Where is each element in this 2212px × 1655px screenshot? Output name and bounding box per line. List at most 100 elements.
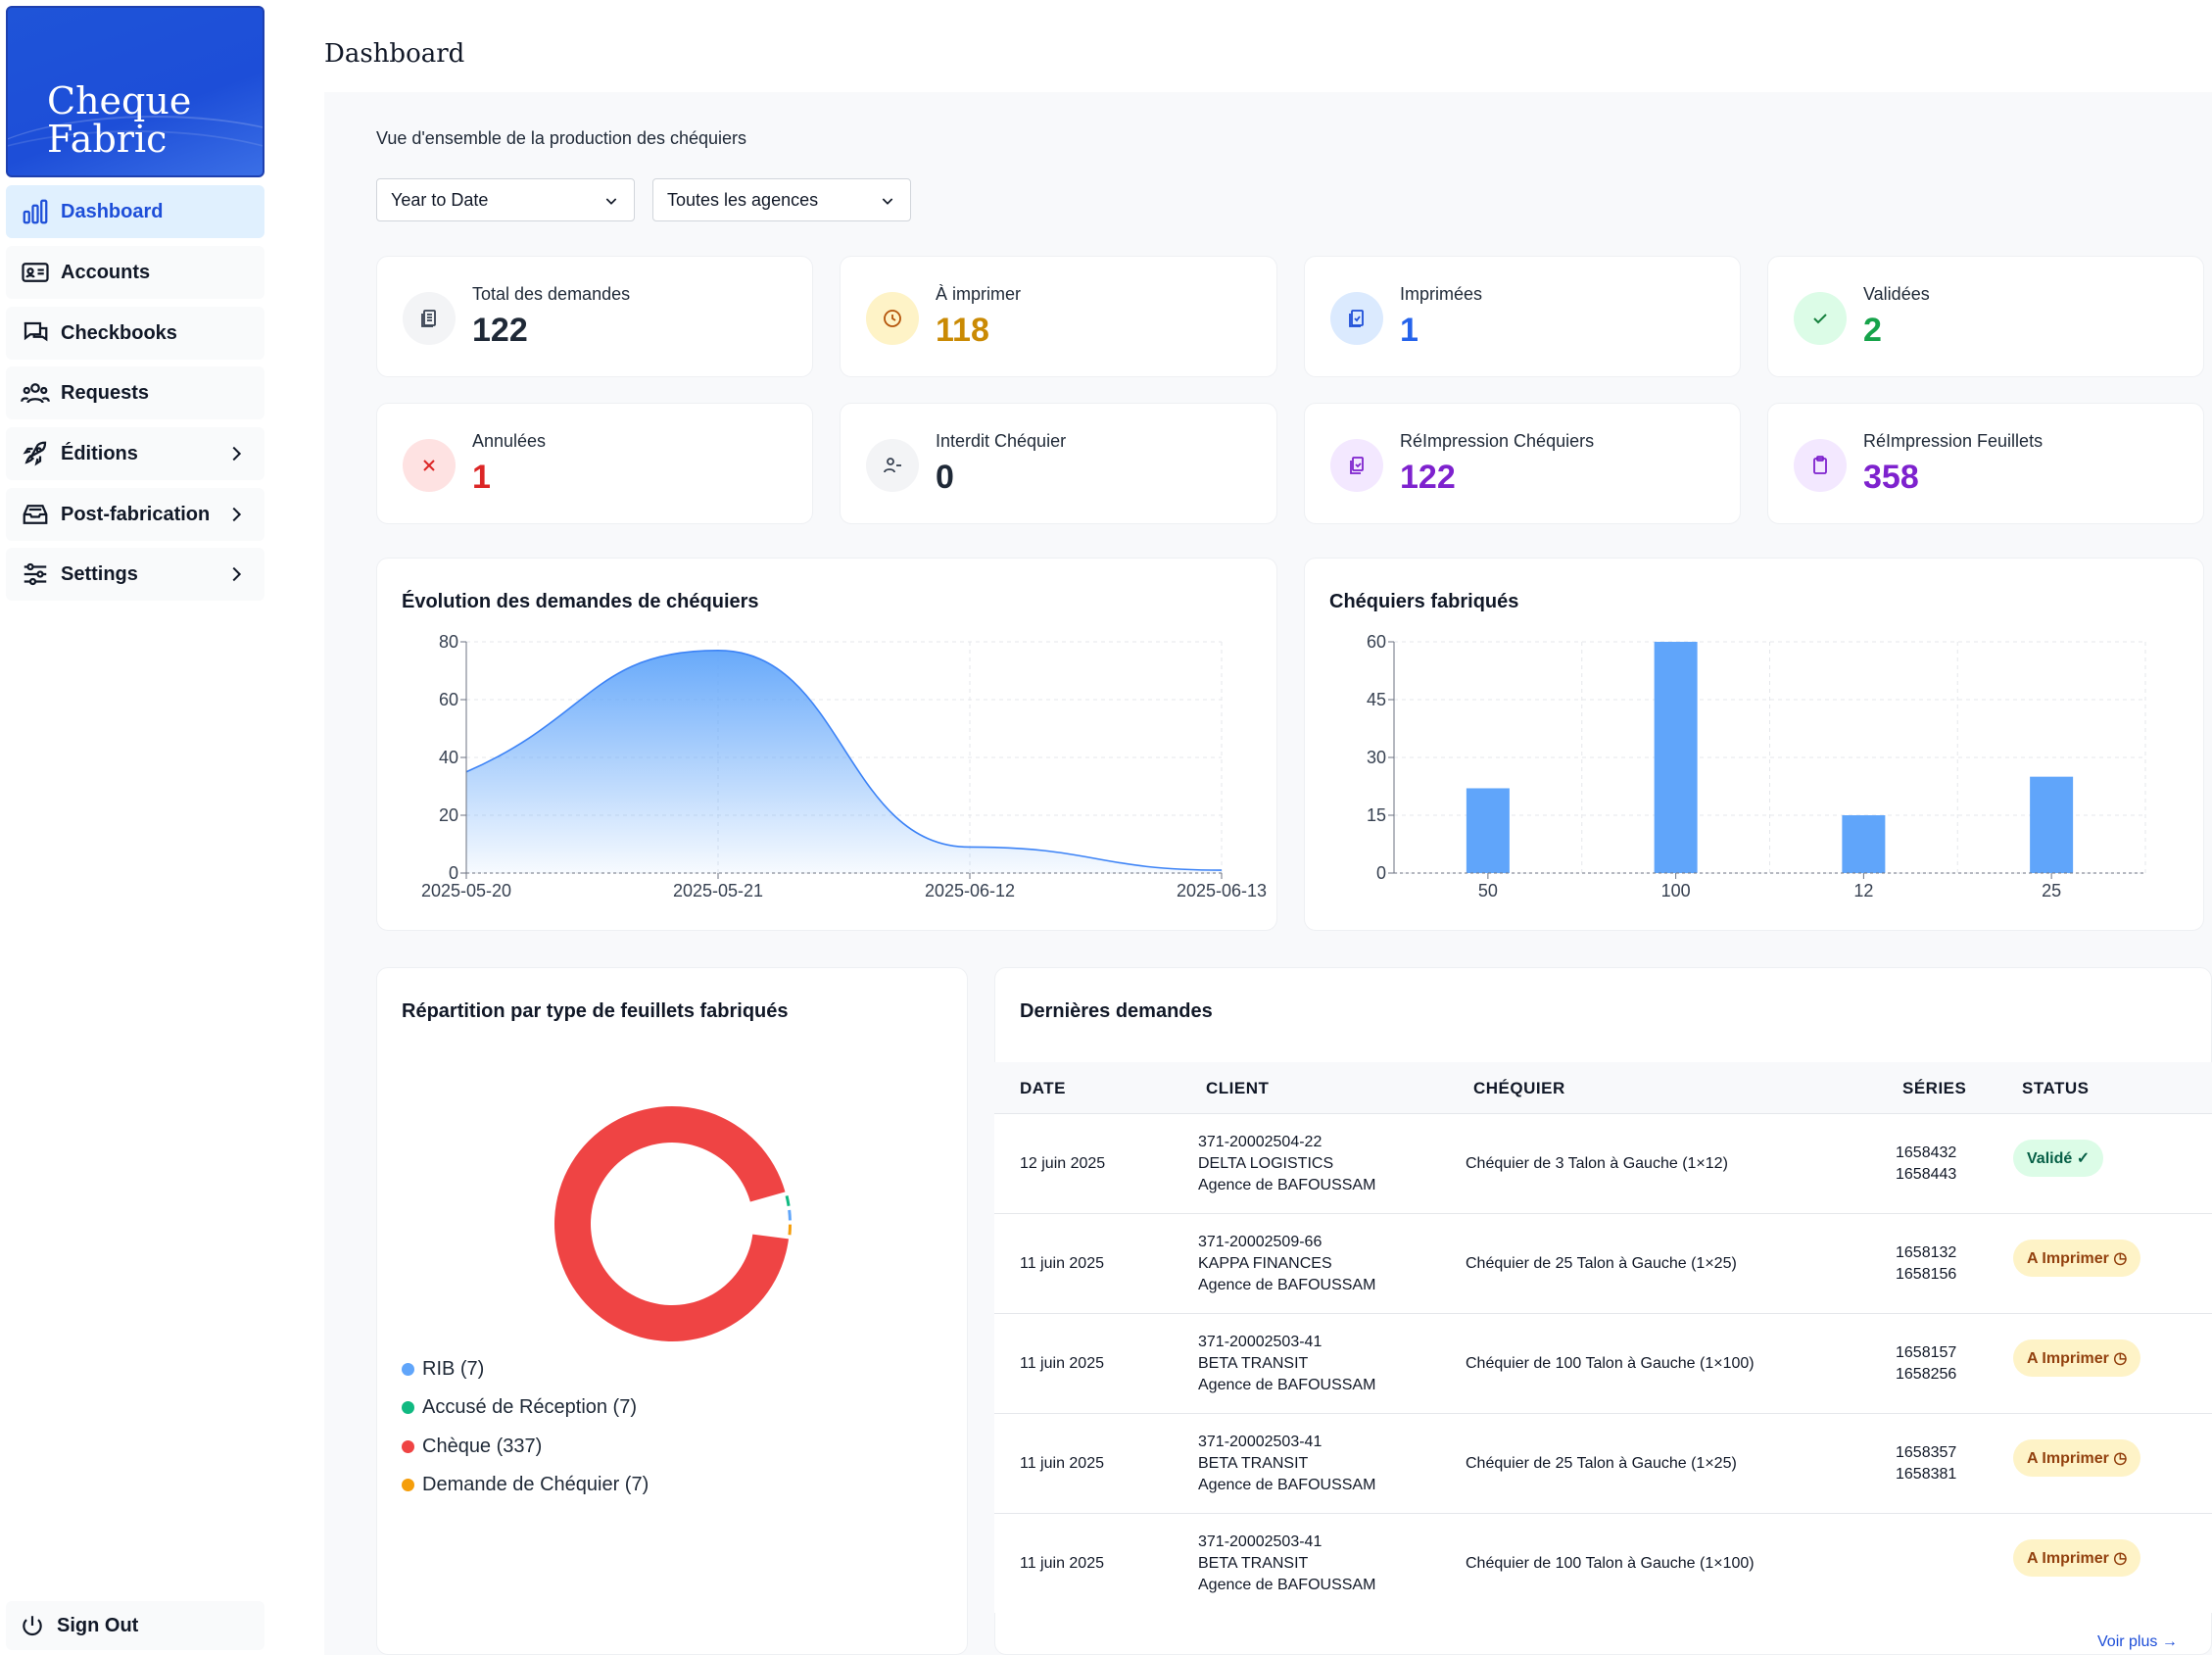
sidebar-item-label: Requests bbox=[61, 381, 150, 404]
row-series: 1658432 1658443 bbox=[1896, 1143, 1956, 1186]
row-series-start: 1658357 bbox=[1896, 1444, 1957, 1461]
legend-label: RIB (7) bbox=[422, 1358, 485, 1380]
column-header-client[interactable]: CLIENT bbox=[1206, 1079, 1270, 1097]
period-select[interactable]: Year to Date bbox=[376, 178, 635, 221]
y-tick-label: 0 bbox=[1376, 863, 1386, 883]
donut-slice[interactable] bbox=[788, 1209, 792, 1221]
row-client: 371-20002503-41 BETA TRANSIT Agence de BAF… bbox=[1198, 1532, 1375, 1596]
user-minus-icon bbox=[866, 439, 919, 492]
legend-dot bbox=[402, 1479, 414, 1491]
see-more-link[interactable]: Voir plus → bbox=[2097, 1633, 2178, 1650]
bar[interactable] bbox=[1466, 788, 1510, 873]
row-client-agency: Agence de BAFOUSSAM bbox=[1198, 1177, 1376, 1193]
row-series: 1658157 1658256 bbox=[1896, 1342, 1956, 1386]
bar[interactable] bbox=[1842, 815, 1886, 873]
donut-slice[interactable] bbox=[554, 1106, 790, 1341]
stat-card-to-print: À imprimer 118 bbox=[840, 256, 1277, 377]
column-header-chequier[interactable]: CHÉQUIER bbox=[1473, 1079, 1565, 1097]
row-series-end: 1658381 bbox=[1896, 1466, 1957, 1483]
row-client-account: 371-20002503-41 bbox=[1198, 1334, 1322, 1350]
status-badge: A Imprimer ◷ bbox=[2013, 1439, 2141, 1477]
x-tick-label: 50 bbox=[1478, 881, 1498, 901]
sidebar-item-requests[interactable]: Requests bbox=[6, 366, 264, 419]
sidebar-item-dashboard[interactable]: Dashboard bbox=[6, 185, 264, 238]
sidebar-item-post-fabrication[interactable]: Post-fabrication bbox=[6, 488, 264, 541]
column-header-status[interactable]: STATUS bbox=[2022, 1079, 2090, 1097]
app-logo[interactable]: Cheque Fabric bbox=[6, 6, 264, 177]
stat-card-printed: Imprimées 1 bbox=[1304, 256, 1741, 377]
table-row[interactable]: 11 juin 2025 371-20002509-66 KAPPA FINANCE… bbox=[994, 1213, 2212, 1313]
legend-item-demande: Demande de Chéquier (7) bbox=[402, 1474, 649, 1496]
column-header-date[interactable]: DATE bbox=[1020, 1079, 1067, 1097]
donut-slice[interactable] bbox=[788, 1224, 792, 1236]
stat-label: Interdit Chéquier bbox=[936, 431, 1067, 451]
row-client: 371-20002509-66 KAPPA FINANCES Agence de B… bbox=[1198, 1232, 1375, 1296]
sidebar-item-accounts[interactable]: Accounts bbox=[6, 246, 264, 299]
stat-value: 122 bbox=[1400, 459, 1456, 496]
legend-label: Accusé de Réception (7) bbox=[422, 1396, 638, 1418]
stat-value: 0 bbox=[936, 459, 954, 496]
table-row[interactable]: 12 juin 2025 371-20002504-22 DELTA LOGISTI… bbox=[994, 1113, 2212, 1213]
table-row[interactable]: 11 juin 2025 371-20002503-41 BETA TRANSIT A… bbox=[994, 1313, 2212, 1413]
row-client-name: BETA TRANSIT bbox=[1198, 1455, 1309, 1472]
agency-select-value: Toutes les agences bbox=[667, 189, 819, 210]
table-row[interactable]: 11 juin 2025 371-20002503-41 BETA TRANSIT A… bbox=[994, 1513, 2212, 1613]
row-client-name: BETA TRANSIT bbox=[1198, 1555, 1309, 1572]
sidebar-item-label: Settings bbox=[61, 562, 138, 585]
legend-label: Demande de Chéquier (7) bbox=[422, 1474, 649, 1495]
inbox-stack-icon bbox=[20, 499, 51, 530]
stat-value: 122 bbox=[472, 312, 528, 349]
page-title: Dashboard bbox=[324, 39, 465, 69]
row-series-end: 1658156 bbox=[1896, 1266, 1957, 1283]
row-chequier: Chéquier de 100 Talon à Gauche (1×100) bbox=[1466, 1555, 1755, 1572]
sidebar-item-label: Post-fabrication bbox=[61, 503, 211, 525]
copy-icon bbox=[1330, 439, 1383, 492]
row-client-agency: Agence de BAFOUSSAM bbox=[1198, 1277, 1376, 1293]
bar[interactable] bbox=[2030, 776, 2074, 873]
bar-chart-icon bbox=[20, 196, 51, 227]
table-row[interactable]: 11 juin 2025 371-20002503-41 BETA TRANSIT A… bbox=[994, 1413, 2212, 1513]
x-tick-label: 2025-05-20 bbox=[421, 881, 511, 901]
row-chequier: Chéquier de 3 Talon à Gauche (1×12) bbox=[1466, 1155, 1728, 1172]
x-tick-label: 12 bbox=[1853, 881, 1873, 901]
status-badge: A Imprimer ◷ bbox=[2013, 1240, 2141, 1277]
row-series-end: 1658256 bbox=[1896, 1366, 1957, 1383]
check-icon bbox=[1794, 292, 1847, 345]
demands-area-chart: 0 20 40 60 80 2025-05-20 2025-05-21 2025-06-12 2… bbox=[421, 632, 1267, 901]
bar[interactable] bbox=[1654, 642, 1698, 873]
column-header-series[interactable]: SÉRIES bbox=[1902, 1079, 1967, 1097]
stat-value: 118 bbox=[936, 312, 989, 349]
stat-card-cancelled: Annulées 1 bbox=[376, 403, 813, 524]
sidebar-item-settings[interactable]: Settings bbox=[6, 548, 264, 601]
users-icon bbox=[20, 377, 51, 409]
row-client-account: 371-20002503-41 bbox=[1198, 1434, 1322, 1450]
y-tick-label: 0 bbox=[449, 863, 458, 883]
logo-line-2: Fabric bbox=[47, 118, 168, 161]
row-series: 1658357 1658381 bbox=[1896, 1442, 1956, 1485]
y-tick-label: 80 bbox=[439, 632, 458, 652]
stat-card-validated: Validées 2 bbox=[1767, 256, 2204, 377]
sheet-types-donut-chart bbox=[554, 1106, 792, 1341]
y-tick-label: 15 bbox=[1367, 805, 1386, 825]
row-client-agency: Agence de BAFOUSSAM bbox=[1198, 1377, 1376, 1393]
legend-item-rib: RIB (7) bbox=[402, 1358, 484, 1381]
x-tick-label: 2025-06-13 bbox=[1177, 881, 1267, 901]
agency-select[interactable]: Toutes les agences bbox=[652, 178, 911, 221]
rocket-icon bbox=[20, 438, 51, 469]
row-series: 1658132 1658156 bbox=[1896, 1242, 1956, 1286]
y-tick-label: 60 bbox=[439, 690, 458, 709]
chat-bubbles-icon bbox=[20, 317, 51, 349]
checkbooks-bar-chart: 0 15 30 45 60 50 100 12 25 bbox=[1367, 632, 2146, 901]
row-date: 11 juin 2025 bbox=[1020, 1555, 1104, 1572]
area-line bbox=[465, 650, 1223, 871]
row-client: 371-20002503-41 BETA TRANSIT Agence de BAF… bbox=[1198, 1432, 1375, 1496]
donut-slice[interactable] bbox=[785, 1194, 791, 1206]
sign-out-button[interactable]: Sign Out bbox=[6, 1601, 264, 1650]
sidebar-item-editions[interactable]: Éditions bbox=[6, 427, 264, 480]
sidebar-item-checkbooks[interactable]: Checkbooks bbox=[6, 307, 264, 360]
period-select-value: Year to Date bbox=[391, 189, 489, 210]
row-chequier: Chéquier de 100 Talon à Gauche (1×100) bbox=[1466, 1355, 1755, 1372]
sidebar-item-label: Éditions bbox=[61, 442, 138, 464]
stat-card-total: Total des demandes 122 bbox=[376, 256, 813, 377]
legend-item-accuse: Accusé de Réception (7) bbox=[402, 1396, 637, 1419]
